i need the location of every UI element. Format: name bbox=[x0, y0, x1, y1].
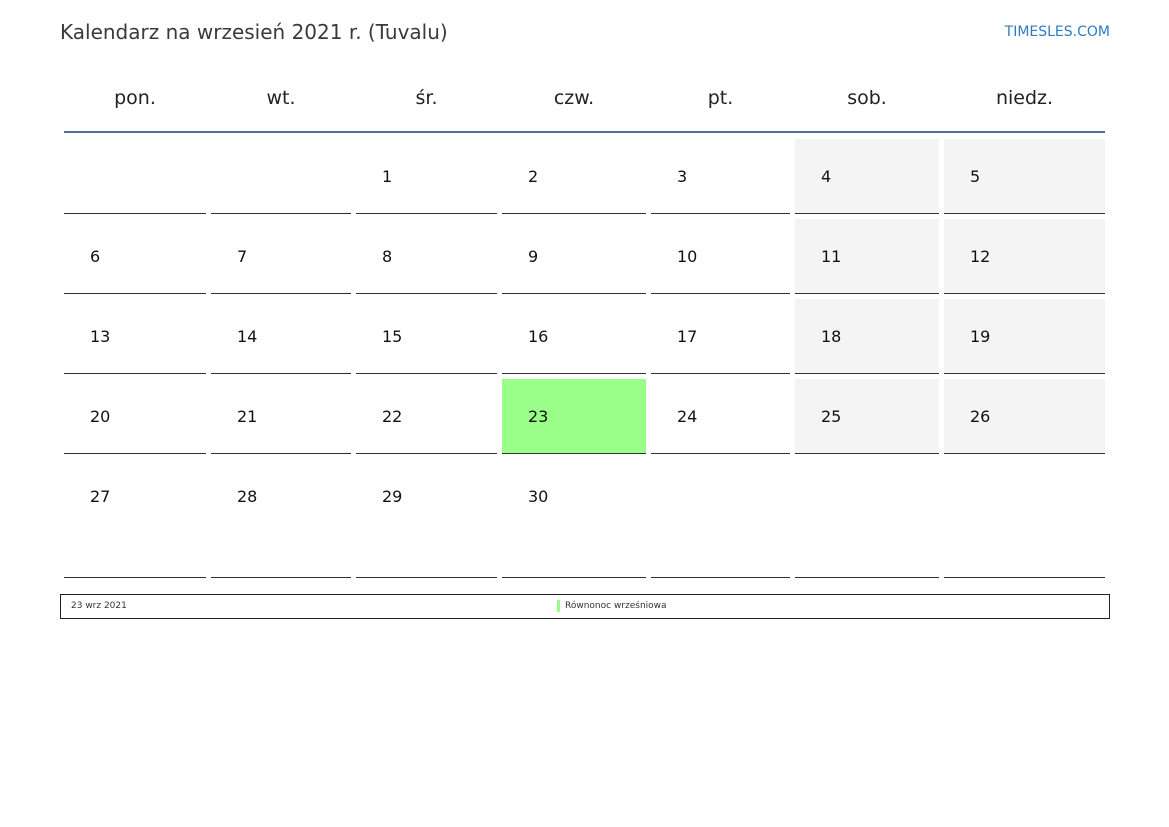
weekday-header: pt. bbox=[707, 87, 734, 109]
day-cell[interactable]: 22 bbox=[356, 379, 497, 454]
day-number: 8 bbox=[382, 247, 393, 266]
day-cell[interactable]: 27 bbox=[64, 459, 206, 578]
day-cell[interactable]: 5 bbox=[944, 139, 1105, 214]
day-number: 6 bbox=[90, 247, 101, 266]
header-divider bbox=[64, 131, 1105, 133]
day-number: 26 bbox=[970, 407, 991, 426]
day-cell[interactable]: 8 bbox=[356, 219, 497, 294]
day-cell[interactable]: 4 bbox=[795, 139, 939, 214]
day-number: 9 bbox=[528, 247, 539, 266]
day-cell[interactable]: 29 bbox=[356, 459, 497, 578]
day-cell bbox=[64, 139, 206, 214]
day-number: 19 bbox=[970, 327, 991, 346]
day-cell bbox=[795, 459, 939, 578]
day-cell[interactable]: 26 bbox=[944, 379, 1105, 454]
day-number: 14 bbox=[237, 327, 258, 346]
day-cell[interactable]: 15 bbox=[356, 299, 497, 374]
day-cell bbox=[944, 459, 1105, 578]
day-cell[interactable]: 21 bbox=[211, 379, 351, 454]
day-number: 12 bbox=[970, 247, 991, 266]
weekday-header: sob. bbox=[847, 87, 887, 109]
day-number: 28 bbox=[237, 487, 258, 506]
day-cell[interactable]: 1 bbox=[356, 139, 497, 214]
day-cell[interactable]: 18 bbox=[795, 299, 939, 374]
day-cell[interactable]: 9 bbox=[502, 219, 646, 294]
day-number: 5 bbox=[970, 167, 981, 186]
day-cell[interactable]: 6 bbox=[64, 219, 206, 294]
day-cell[interactable]: 23 bbox=[502, 379, 646, 454]
day-cell bbox=[651, 459, 790, 578]
day-cell[interactable]: 14 bbox=[211, 299, 351, 374]
day-cell[interactable]: 16 bbox=[502, 299, 646, 374]
day-cell[interactable]: 11 bbox=[795, 219, 939, 294]
weekday-header: wt. bbox=[266, 87, 296, 109]
holiday-legend: 23 wrz 2021 Równonoc wrześniowa bbox=[60, 594, 1110, 619]
day-cell[interactable]: 2 bbox=[502, 139, 646, 214]
brand-link[interactable]: TIMESLES.COM bbox=[1004, 24, 1110, 40]
day-number: 4 bbox=[821, 167, 832, 186]
day-number: 17 bbox=[677, 327, 698, 346]
day-number: 3 bbox=[677, 167, 688, 186]
day-cell[interactable]: 25 bbox=[795, 379, 939, 454]
day-cell[interactable]: 28 bbox=[211, 459, 351, 578]
day-cell[interactable]: 24 bbox=[651, 379, 790, 454]
weekday-header: pon. bbox=[114, 87, 156, 109]
legend-holiday-name: Równonoc wrześniowa bbox=[565, 601, 667, 611]
day-number: 16 bbox=[528, 327, 549, 346]
day-number: 23 bbox=[528, 407, 549, 426]
day-number: 22 bbox=[382, 407, 403, 426]
day-number: 18 bbox=[821, 327, 842, 346]
weekday-header: śr. bbox=[415, 87, 438, 109]
day-number: 25 bbox=[821, 407, 842, 426]
day-number: 13 bbox=[90, 327, 111, 346]
day-cell[interactable]: 13 bbox=[64, 299, 206, 374]
weekday-header: czw. bbox=[553, 87, 595, 109]
legend-date: 23 wrz 2021 bbox=[71, 601, 127, 611]
day-number: 11 bbox=[821, 247, 842, 266]
day-number: 21 bbox=[237, 407, 258, 426]
legend-color-marker bbox=[557, 600, 560, 612]
day-number: 30 bbox=[528, 487, 549, 506]
day-cell bbox=[211, 139, 351, 214]
day-cell[interactable]: 12 bbox=[944, 219, 1105, 294]
weekday-header: niedz. bbox=[995, 87, 1054, 109]
day-cell[interactable]: 3 bbox=[651, 139, 790, 214]
day-cell[interactable]: 20 bbox=[64, 379, 206, 454]
day-cell[interactable]: 17 bbox=[651, 299, 790, 374]
day-cell[interactable]: 19 bbox=[944, 299, 1105, 374]
day-number: 29 bbox=[382, 487, 403, 506]
day-number: 15 bbox=[382, 327, 403, 346]
page-title: Kalendarz na wrzesień 2021 r. (Tuvalu) bbox=[60, 20, 448, 44]
day-number: 1 bbox=[382, 167, 393, 186]
day-number: 7 bbox=[237, 247, 248, 266]
day-number: 27 bbox=[90, 487, 111, 506]
day-cell[interactable]: 30 bbox=[502, 459, 646, 578]
day-number: 2 bbox=[528, 167, 539, 186]
day-number: 20 bbox=[90, 407, 111, 426]
day-cell[interactable]: 10 bbox=[651, 219, 790, 294]
day-number: 24 bbox=[677, 407, 698, 426]
day-number: 10 bbox=[677, 247, 698, 266]
day-cell[interactable]: 7 bbox=[211, 219, 351, 294]
